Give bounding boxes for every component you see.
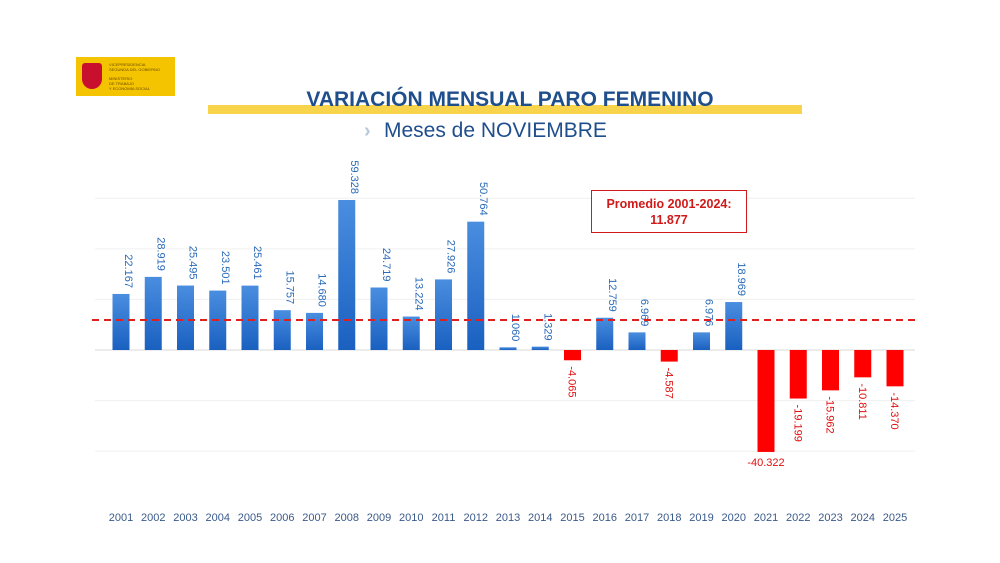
average-label: Promedio 2001-2024: [606,197,732,211]
logo-line: Y ECONOMÍA SOCIAL [109,86,151,91]
x-tick-label: 2008 [335,512,359,524]
x-tick-label: 2014 [528,512,552,524]
bar-2003 [177,285,194,350]
bar-2022 [789,350,807,399]
bar-2007 [306,312,323,350]
x-tick-label: 2020 [722,512,746,524]
bar-2023 [822,350,839,391]
data-label-2004: 23.501 [219,251,231,285]
data-label-2011: 27.926 [445,240,457,274]
data-label-2025: -14.370 [888,392,900,429]
bar-2019 [693,332,710,350]
logo-line: SEGUNDA DEL GOBIERNO [109,67,160,72]
x-tick-label: 2012 [464,512,488,524]
title-highlight-band [208,105,802,114]
x-tick-label: 2017 [625,512,649,524]
x-tick-label: 2022 [786,512,810,524]
bar-2021 [757,350,775,452]
data-label-2016: 12.759 [606,278,618,312]
bar-2020 [725,302,743,350]
data-label-2021: -40.322 [747,457,784,469]
x-tick-label: 2023 [818,512,842,524]
x-tick-label: 2019 [689,512,713,524]
bar-2010 [402,316,420,350]
bar-2008 [338,200,356,350]
bar-2006 [273,310,291,350]
x-tick-label: 2013 [496,512,520,524]
data-label-2014: 1.329 [541,313,553,341]
data-label-2006: 15.757 [283,271,295,305]
bar-2017 [628,332,646,350]
x-tick-label: 2005 [238,512,262,524]
bar-2025 [886,350,904,387]
x-tick-label: 2010 [399,512,423,524]
x-tick-label: 2024 [851,512,875,524]
data-label-2022: -19.199 [791,405,803,442]
data-label-2010: 13.224 [412,277,424,311]
data-label-2017: 6.969 [638,299,650,327]
x-tick-label: 2007 [302,512,326,524]
x-tick-label: 2021 [754,512,778,524]
data-label-2003: 25.495 [187,246,199,280]
data-label-2019: 6.976 [703,299,715,327]
bar-2011 [435,279,452,350]
x-tick-label: 2025 [883,512,907,524]
bar-2015 [564,350,581,361]
x-tick-label: 2016 [593,512,617,524]
coat-of-arms-icon [82,63,102,89]
ministry-logo: VICEPRESIDENCIA SEGUNDA DEL GOBIERNO MIN… [76,57,175,96]
average-annotation: Promedio 2001-2024: 11.877 [591,190,747,233]
logo-line: DE TRABAJO [109,81,135,86]
logo-line: MINISTERIO [109,76,133,81]
data-label-2013: 1.060 [509,314,521,342]
x-tick-label: 2009 [367,512,391,524]
logo-line: VICEPRESIDENCIA [109,62,146,67]
data-label-2005: 25.461 [251,246,263,280]
data-label-2023: -15.962 [824,396,836,433]
data-label-2015: -4.065 [566,366,578,397]
average-value: 11.877 [650,213,688,227]
bar-2002 [144,276,162,350]
data-label-2018: -4.587 [662,368,674,399]
data-label-2001: 22.167 [122,254,134,288]
bar-2009 [370,287,388,350]
bar-2001 [112,293,130,350]
data-label-2012: 50.764 [477,182,489,216]
x-tick-label: 2004 [206,512,230,524]
data-label-2008: 59.328 [348,160,360,194]
data-label-2009: 24.719 [380,248,392,282]
x-tick-label: 2018 [657,512,681,524]
bar-2005 [241,285,259,350]
x-tick-label: 2003 [173,512,197,524]
x-tick-label: 2015 [560,512,584,524]
bar-2018 [660,350,678,362]
x-tick-label: 2011 [432,512,456,524]
data-label-2024: -10.811 [856,383,868,420]
chart-title: VARIACIÓN MENSUAL PARO FEMENINO [306,88,714,111]
x-tick-label: 2001 [109,512,133,524]
chart-subtitle: Meses de NOVIEMBRE [384,119,607,142]
x-tick-label: 2002 [141,512,165,524]
bar-2012 [467,221,485,350]
bar-2013 [499,347,517,350]
data-label-2002: 28.919 [154,237,166,271]
bar-2016 [596,317,614,350]
data-label-2007: 14.680 [316,273,328,307]
chevron-right-icon: › [364,120,371,142]
x-tick-label: 2006 [270,512,294,524]
bar-2014 [531,346,549,350]
bar-2024 [854,350,872,378]
data-label-2020: 18.969 [735,262,747,296]
